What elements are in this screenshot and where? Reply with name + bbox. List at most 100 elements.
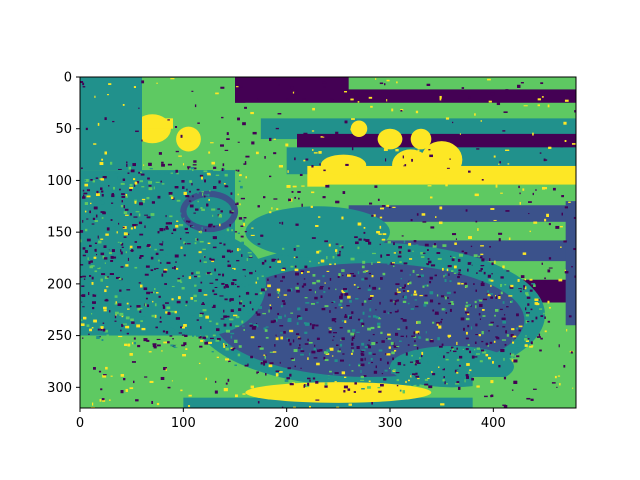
texture-speck — [294, 91, 297, 95]
texture-speck — [299, 173, 303, 176]
texture-speck — [161, 161, 164, 164]
texture-speck — [309, 379, 312, 382]
texture-speck — [429, 281, 432, 284]
texture-speck — [319, 287, 323, 290]
texture-speck — [400, 277, 402, 280]
texture-speck — [289, 342, 292, 346]
texture-speck — [277, 112, 282, 115]
texture-speck — [168, 213, 172, 215]
texture-speck — [437, 352, 441, 356]
texture-speck — [201, 226, 203, 230]
texture-speck — [86, 195, 91, 198]
texture-speck — [184, 334, 188, 337]
texture-speck — [282, 267, 286, 271]
texture-speck — [170, 344, 174, 347]
texture-speck — [307, 338, 309, 341]
texture-speck — [136, 181, 139, 184]
texture-speck — [316, 301, 319, 304]
texture-speck — [92, 301, 96, 304]
texture-speck — [147, 300, 152, 302]
texture-speck — [445, 117, 450, 120]
texture-speck — [167, 312, 171, 315]
texture-speck — [230, 192, 233, 195]
texture-speck — [279, 222, 281, 224]
texture-speck — [437, 258, 442, 260]
texture-speck — [273, 152, 277, 155]
texture-speck — [346, 304, 350, 307]
texture-speck — [177, 248, 181, 252]
texture-speck — [177, 341, 181, 345]
texture-speck — [107, 249, 110, 252]
texture-speck — [525, 340, 529, 343]
texture-speck — [276, 290, 279, 293]
texture-speck — [187, 166, 191, 168]
texture-speck — [90, 406, 95, 408]
texture-speck — [133, 209, 136, 212]
texture-speck — [424, 284, 427, 287]
texture-speck — [391, 262, 395, 264]
texture-speck — [527, 350, 531, 353]
texture-speck — [80, 323, 85, 326]
texture-speck — [201, 176, 203, 180]
texture-speck — [191, 315, 196, 318]
texture-speck — [141, 139, 143, 142]
texture-speck — [363, 226, 366, 229]
texture-speck — [244, 161, 247, 164]
texture-speck — [225, 285, 230, 288]
texture-speck — [229, 223, 232, 227]
texture-speck — [500, 192, 503, 194]
texture-speck — [447, 350, 451, 352]
texture-speck — [231, 348, 234, 351]
texture-speck — [199, 259, 202, 263]
texture-speck — [137, 246, 142, 249]
texture-speck — [241, 254, 243, 257]
texture-speck — [490, 380, 494, 384]
texture-speck — [88, 292, 90, 296]
texture-speck — [241, 241, 244, 245]
texture-speck — [315, 399, 320, 401]
texture-speck — [239, 301, 242, 305]
texture-speck — [316, 279, 321, 283]
texture-speck — [194, 300, 197, 302]
texture-speck — [424, 294, 428, 297]
texture-speck — [402, 155, 404, 159]
texture-speck — [109, 273, 114, 275]
texture-speck — [137, 299, 141, 302]
texture-speck — [436, 323, 439, 326]
texture-speck — [118, 168, 122, 170]
texture-speck — [202, 309, 207, 312]
texture-speck — [481, 309, 485, 311]
texture-speck — [114, 320, 117, 322]
texture-speck — [375, 316, 379, 319]
texture-speck — [464, 379, 466, 383]
texture-speck — [458, 364, 461, 367]
texture-speck — [250, 385, 255, 389]
texture-speck — [547, 312, 551, 314]
texture-speck — [436, 294, 439, 297]
texture-speck — [139, 307, 143, 310]
texture-speck — [484, 395, 488, 398]
texture-speck — [513, 380, 518, 384]
texture-speck — [235, 316, 240, 319]
texture-speck — [281, 221, 284, 225]
texture-speck — [488, 323, 493, 326]
texture-speck — [138, 171, 141, 174]
texture-speck — [512, 335, 517, 338]
texture-speck — [146, 291, 151, 295]
texture-speck — [160, 257, 166, 261]
texture-speck — [230, 250, 232, 253]
texture-speck — [226, 228, 230, 232]
texture-speck — [419, 357, 421, 359]
texture-speck — [490, 139, 495, 142]
texture-speck — [349, 300, 352, 303]
texture-speck — [417, 320, 421, 324]
texture-speck — [500, 291, 503, 295]
texture-speck — [400, 269, 403, 272]
texture-speck — [158, 152, 162, 155]
texture-speck — [544, 218, 547, 222]
texture-speck — [130, 226, 134, 229]
texture-speck — [512, 356, 516, 358]
texture-speck — [464, 307, 467, 311]
texture-speck — [178, 332, 182, 334]
texture-speck — [188, 394, 192, 397]
